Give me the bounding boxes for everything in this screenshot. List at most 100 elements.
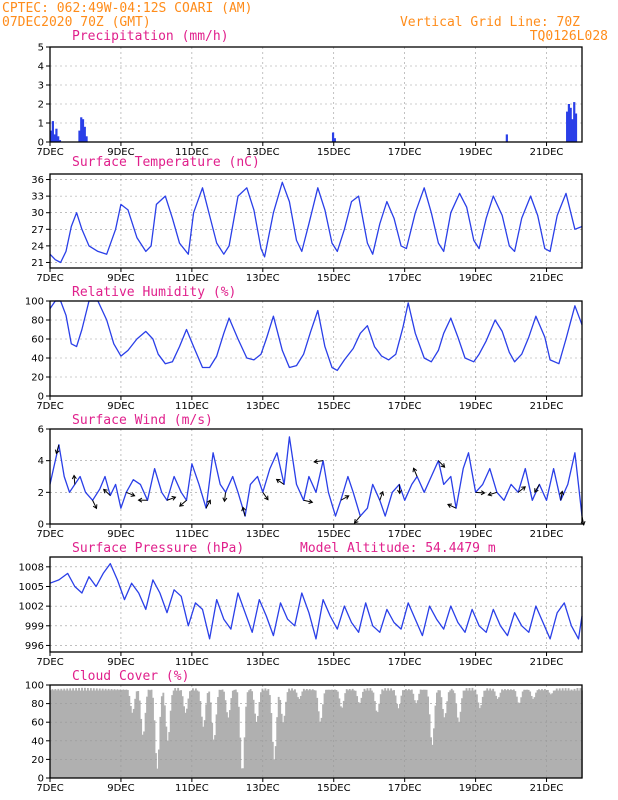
precip-bar [574,113,578,142]
cloud-bar [390,688,393,778]
cloud-bar [554,690,557,778]
cloud-bar [399,703,401,778]
x-tick-label: 17DEC [388,783,422,794]
temp-plot: 21 24 27 30 33 36 7DEC 9DEC 11DEC 13DEC 15DEC 17DEC… [31,173,583,284]
cloud-bar [518,702,521,778]
cloud-bar [459,711,462,778]
cloud-bar [418,693,421,778]
wind-vector [71,474,77,485]
wind-vector-head [412,467,418,473]
cloud-bar [486,688,489,778]
cloud-bar [370,690,373,778]
cloud-bar [212,739,215,778]
cloud-bar [322,704,325,778]
x-tick-label: 7DEC [36,657,63,668]
x-tick-label: 15DEC [317,147,351,158]
wind-vector [412,467,418,477]
cloud-bar [258,702,261,778]
wind-vector [475,490,486,496]
cloud-bar [409,690,412,778]
cloud-bar [255,722,258,778]
precip-bar [78,130,81,142]
cloud-bar [233,689,236,778]
x-tick-label: 21DEC [530,783,564,794]
y-tick-label: 996 [25,641,44,652]
cloud-bar [137,691,140,778]
cloud-bar [535,692,537,778]
cloud-bar [298,698,301,778]
cloud-bar [149,690,151,778]
wind-vector [379,490,385,501]
cloud-bar [351,688,354,778]
cloud-bar [401,690,404,778]
cloud-bar [320,717,323,778]
panel-cloud: Cloud Cover (%) 0 20 40 60 80 100 7DEC 9DEC 11DE… [25,669,583,794]
header-station: CPTEC: 062:49W-04:12S COARI (AM) [2,1,252,16]
cloud-bar [89,688,92,778]
wind-vector-head [137,497,143,503]
header-grid-note: Vertical Grid Line: 70Z [400,15,580,30]
precip-plot: 0 1 2 3 4 5 7DEC 9DEC 11DEC 13DEC 15DEC 17DEC 19DEC 2… [36,43,583,158]
x-tick-label: 7DEC [36,529,63,540]
x-tick-label: 13DEC [246,147,280,158]
x-tick-label: 13DEC [246,783,280,794]
precip-bar [505,134,508,142]
precip-bar [50,130,53,142]
precip-bar [569,107,572,142]
cloud-bar [153,720,156,778]
y-tick-label: 1008 [19,562,44,573]
cloud-bar [508,690,511,778]
cloud-bar [88,690,91,778]
wind-vector-head [171,495,177,501]
cloud-bar [107,688,110,778]
wind-vector-shaft [223,492,227,502]
x-tick-label: 7DEC [36,783,63,794]
wind-vector-head [440,463,446,468]
wind-vector-shaft [314,460,324,463]
cloud-bar [548,692,551,778]
wind-vector-head [130,492,136,497]
cloud-bar [101,688,104,778]
cloud-bar [292,690,295,778]
cloud-bar [348,688,351,778]
cloud-bar [573,688,576,778]
cloud-bar [362,691,364,778]
cloud-bar [205,704,208,778]
x-tick-label: 7DEC [36,273,63,284]
cloud-bar [487,690,490,778]
x-tick-label: 11DEC [175,273,209,284]
cloud-bar [227,717,230,778]
cloud-bar [299,695,302,778]
y-tick-label: 999 [25,621,44,632]
wind-vector [517,486,527,493]
cloud-bar [474,689,477,778]
cloud-bar [270,712,273,778]
cloud-bar [94,690,97,778]
y-tick-label: 4 [38,62,44,73]
wind-vector-shaft [438,460,445,468]
cloud-bar [382,690,385,778]
wind-vector [303,499,314,504]
cloud-bar [350,690,353,778]
wind-vector-shaft [276,478,285,485]
cloud-bar [165,726,168,778]
wind-vector-shaft [303,499,313,503]
cloud-bar [186,708,188,778]
cloud-bar [353,690,356,778]
x-tick-label: 19DEC [459,401,493,412]
wind-vector-shaft [242,507,246,517]
cloud-bar [526,689,529,778]
x-tick-label: 9DEC [107,273,134,284]
wind-vector [397,484,403,495]
cloud-bar [265,690,268,778]
panel-pressure: Surface Pressure (hPa) Model Altitude: 5… [19,541,583,668]
cloud-bar [112,690,114,778]
cloud-bar [529,691,532,778]
cloud-bar [113,689,116,778]
cloud-bar [120,690,123,778]
panel-frame [49,684,583,779]
wind-series-line [49,436,583,517]
cloud-bar [335,690,338,778]
cloud-bar [51,689,54,778]
y-tick-label: 40 [31,736,44,747]
